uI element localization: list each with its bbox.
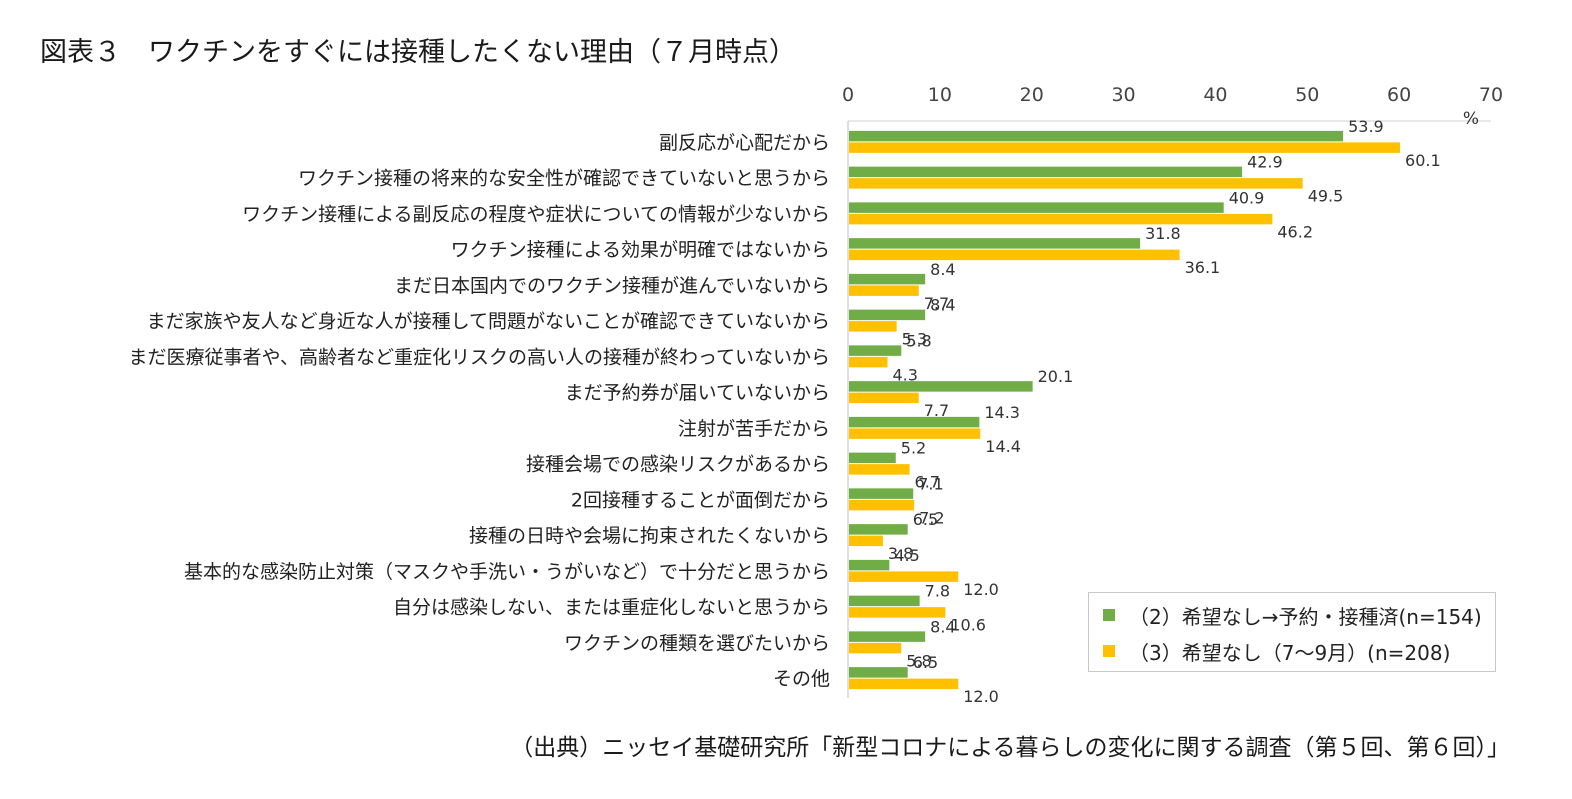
bar-series-2 (849, 524, 908, 535)
bar-series-2 (849, 381, 1033, 392)
bar-series-2 (849, 559, 890, 571)
bar-series-2 (849, 595, 920, 607)
category-label: その他 (773, 668, 830, 690)
data-label: 6.5 (913, 510, 938, 529)
bar-chart: 0 10 20 30 40 50 60 70% 副反応が心配だから 53.9 60.1 ワクチン接種の… (129, 84, 1504, 706)
category-label: 接種の日時や会場に拘束されたくないから (469, 525, 830, 547)
source-note: （出典）ニッセイ基礎研究所「新型コロナによる暮らしの変化に関する調査（第５回、第… (510, 735, 1510, 761)
bar-series-3 (849, 285, 919, 296)
bar-series-2 (849, 202, 1224, 213)
legend-item-series-3: （3）希望なし（7～9月）(n=208) (1103, 637, 1450, 665)
data-label: 60.1 (1405, 151, 1441, 170)
bar-series-3 (849, 142, 1401, 153)
data-label: 53.9 (1348, 117, 1384, 136)
bar-series-2 (849, 631, 926, 642)
data-label: 14.3 (984, 403, 1020, 422)
category-label: まだ予約券が届いていないから (565, 382, 830, 404)
bar-series-3 (849, 607, 946, 618)
data-label: 8.4 (930, 617, 955, 636)
bar-series-3 (849, 428, 981, 439)
data-label: 7.1 (918, 474, 943, 493)
data-label: 36.1 (1185, 258, 1221, 277)
page-title: 図表３ ワクチンをすぐには接種したくない理由（７月時点） (40, 37, 796, 68)
data-label: 7.2 (919, 508, 944, 527)
bar-series-2 (849, 416, 980, 428)
data-label: 14.4 (985, 437, 1021, 456)
x-tick-label: 10 (928, 84, 952, 106)
bar-series-2 (849, 667, 908, 678)
category-label: ワクチンの種類を選びたいから (564, 632, 830, 654)
data-label: 4.3 (892, 365, 917, 384)
data-label: 8.4 (930, 296, 955, 315)
bar-series-3 (849, 464, 910, 475)
bar-series-3 (849, 571, 959, 582)
x-tick-label: 30 (1111, 84, 1135, 106)
data-label: 5.8 (906, 651, 931, 670)
data-label: 4.5 (894, 546, 919, 565)
bar-series-3 (849, 178, 1303, 189)
x-tick-label: 20 (1020, 84, 1044, 106)
bar-series-3 (849, 356, 888, 368)
data-label: 20.1 (1038, 367, 1074, 386)
bar-series-3 (849, 642, 902, 654)
bar-series-2 (849, 273, 926, 285)
bar-series-3 (849, 392, 919, 404)
data-label: 40.9 (1229, 188, 1265, 207)
x-tick-label: 40 (1203, 84, 1227, 106)
bar-series-2 (849, 488, 914, 499)
category-label: 接種会場での感染リスクがあるから (526, 454, 830, 476)
legend-label: （3）希望なし（7～9月）(n=208) (1129, 640, 1451, 665)
bar-series-3 (849, 321, 897, 332)
x-tick-label: 50 (1295, 84, 1319, 106)
category-label: まだ医療従事者や、高齢者など重症化リスクの高い人の接種が終わっていないから (129, 346, 830, 368)
category-label: 基本的な感染防止対策（マスクや手洗い・うがいなど）で十分だと思うから (184, 561, 830, 583)
data-label: 42.9 (1247, 153, 1283, 172)
category-label: 副反応が心配だから (659, 132, 830, 154)
x-tick-label: 0 (842, 84, 854, 106)
data-label: 3.8 (888, 544, 913, 563)
category-label: 自分は感染しない、または重症化しないと思うから (393, 597, 830, 619)
data-label: 49.5 (1308, 187, 1344, 206)
category-label: まだ日本国内でのワクチン接種が進んでいないから (394, 275, 830, 297)
legend-item-series-2: （2）希望なし→予約・接種済(n=154) (1103, 601, 1482, 629)
data-label: 12.0 (963, 687, 999, 706)
bar-series-2 (849, 238, 1141, 249)
data-label: 12.0 (963, 580, 999, 599)
data-label: 7.7 (924, 294, 949, 313)
bar-series-2 (849, 130, 1344, 142)
category-label: 2回接種することが面倒だから (571, 489, 830, 511)
bar-series-2 (849, 345, 902, 356)
data-label: 7.8 (925, 582, 950, 601)
bar-series-3 (849, 249, 1180, 261)
data-label: 8.4 (930, 260, 955, 279)
bar-series-3 (849, 535, 883, 547)
bar-series-2 (849, 452, 896, 464)
data-label: 31.8 (1145, 224, 1181, 243)
unit-label: % (1463, 109, 1479, 129)
data-label: 5.3 (902, 330, 927, 349)
bar-series-3 (849, 678, 959, 690)
category-label: ワクチン接種による効果が明確ではないから (451, 239, 830, 261)
data-label: 5.8 (906, 331, 931, 350)
legend-label: （2）希望なし→予約・接種済(n=154) (1129, 604, 1482, 629)
data-label: 5.2 (901, 439, 926, 458)
category-label: ワクチン接種による副反応の程度や症状についての情報が少ないから (242, 203, 830, 225)
x-tick-label: 70 (1479, 84, 1503, 106)
data-label: 7.7 (924, 401, 949, 420)
bar-series-2 (849, 166, 1243, 178)
bar-series-3 (849, 213, 1273, 225)
legend-swatch-green (1103, 609, 1115, 621)
category-label: まだ家族や友人など身近な人が接種して問題がないことが確認できていないから (147, 311, 830, 333)
legend-swatch-orange (1103, 645, 1115, 657)
data-label: 10.6 (950, 616, 986, 635)
data-label: 6.7 (915, 473, 940, 492)
x-tick-label: 60 (1387, 84, 1411, 106)
bar-series-2 (849, 309, 926, 321)
bar-series-3 (849, 499, 915, 511)
category-label: 注射が苦手だから (678, 418, 830, 440)
chart-legend: （2）希望なし→予約・接種済(n=154) （3）希望なし（7～9月）(n=20… (1088, 592, 1496, 672)
category-label: ワクチン接種の将来的な安全性が確認できていないと思うから (298, 168, 830, 190)
data-label: 6.5 (913, 653, 938, 672)
data-label: 46.2 (1277, 222, 1313, 241)
